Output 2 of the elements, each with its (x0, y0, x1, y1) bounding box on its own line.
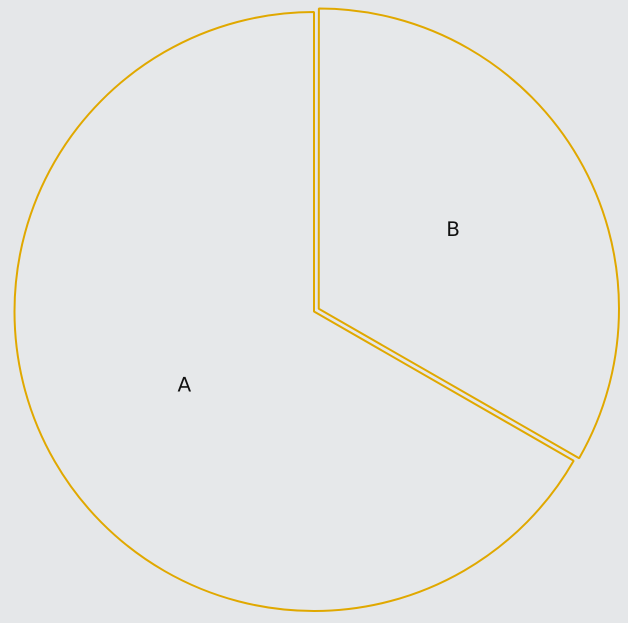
slice-label: B (446, 217, 460, 242)
slice-label: A (178, 372, 192, 397)
